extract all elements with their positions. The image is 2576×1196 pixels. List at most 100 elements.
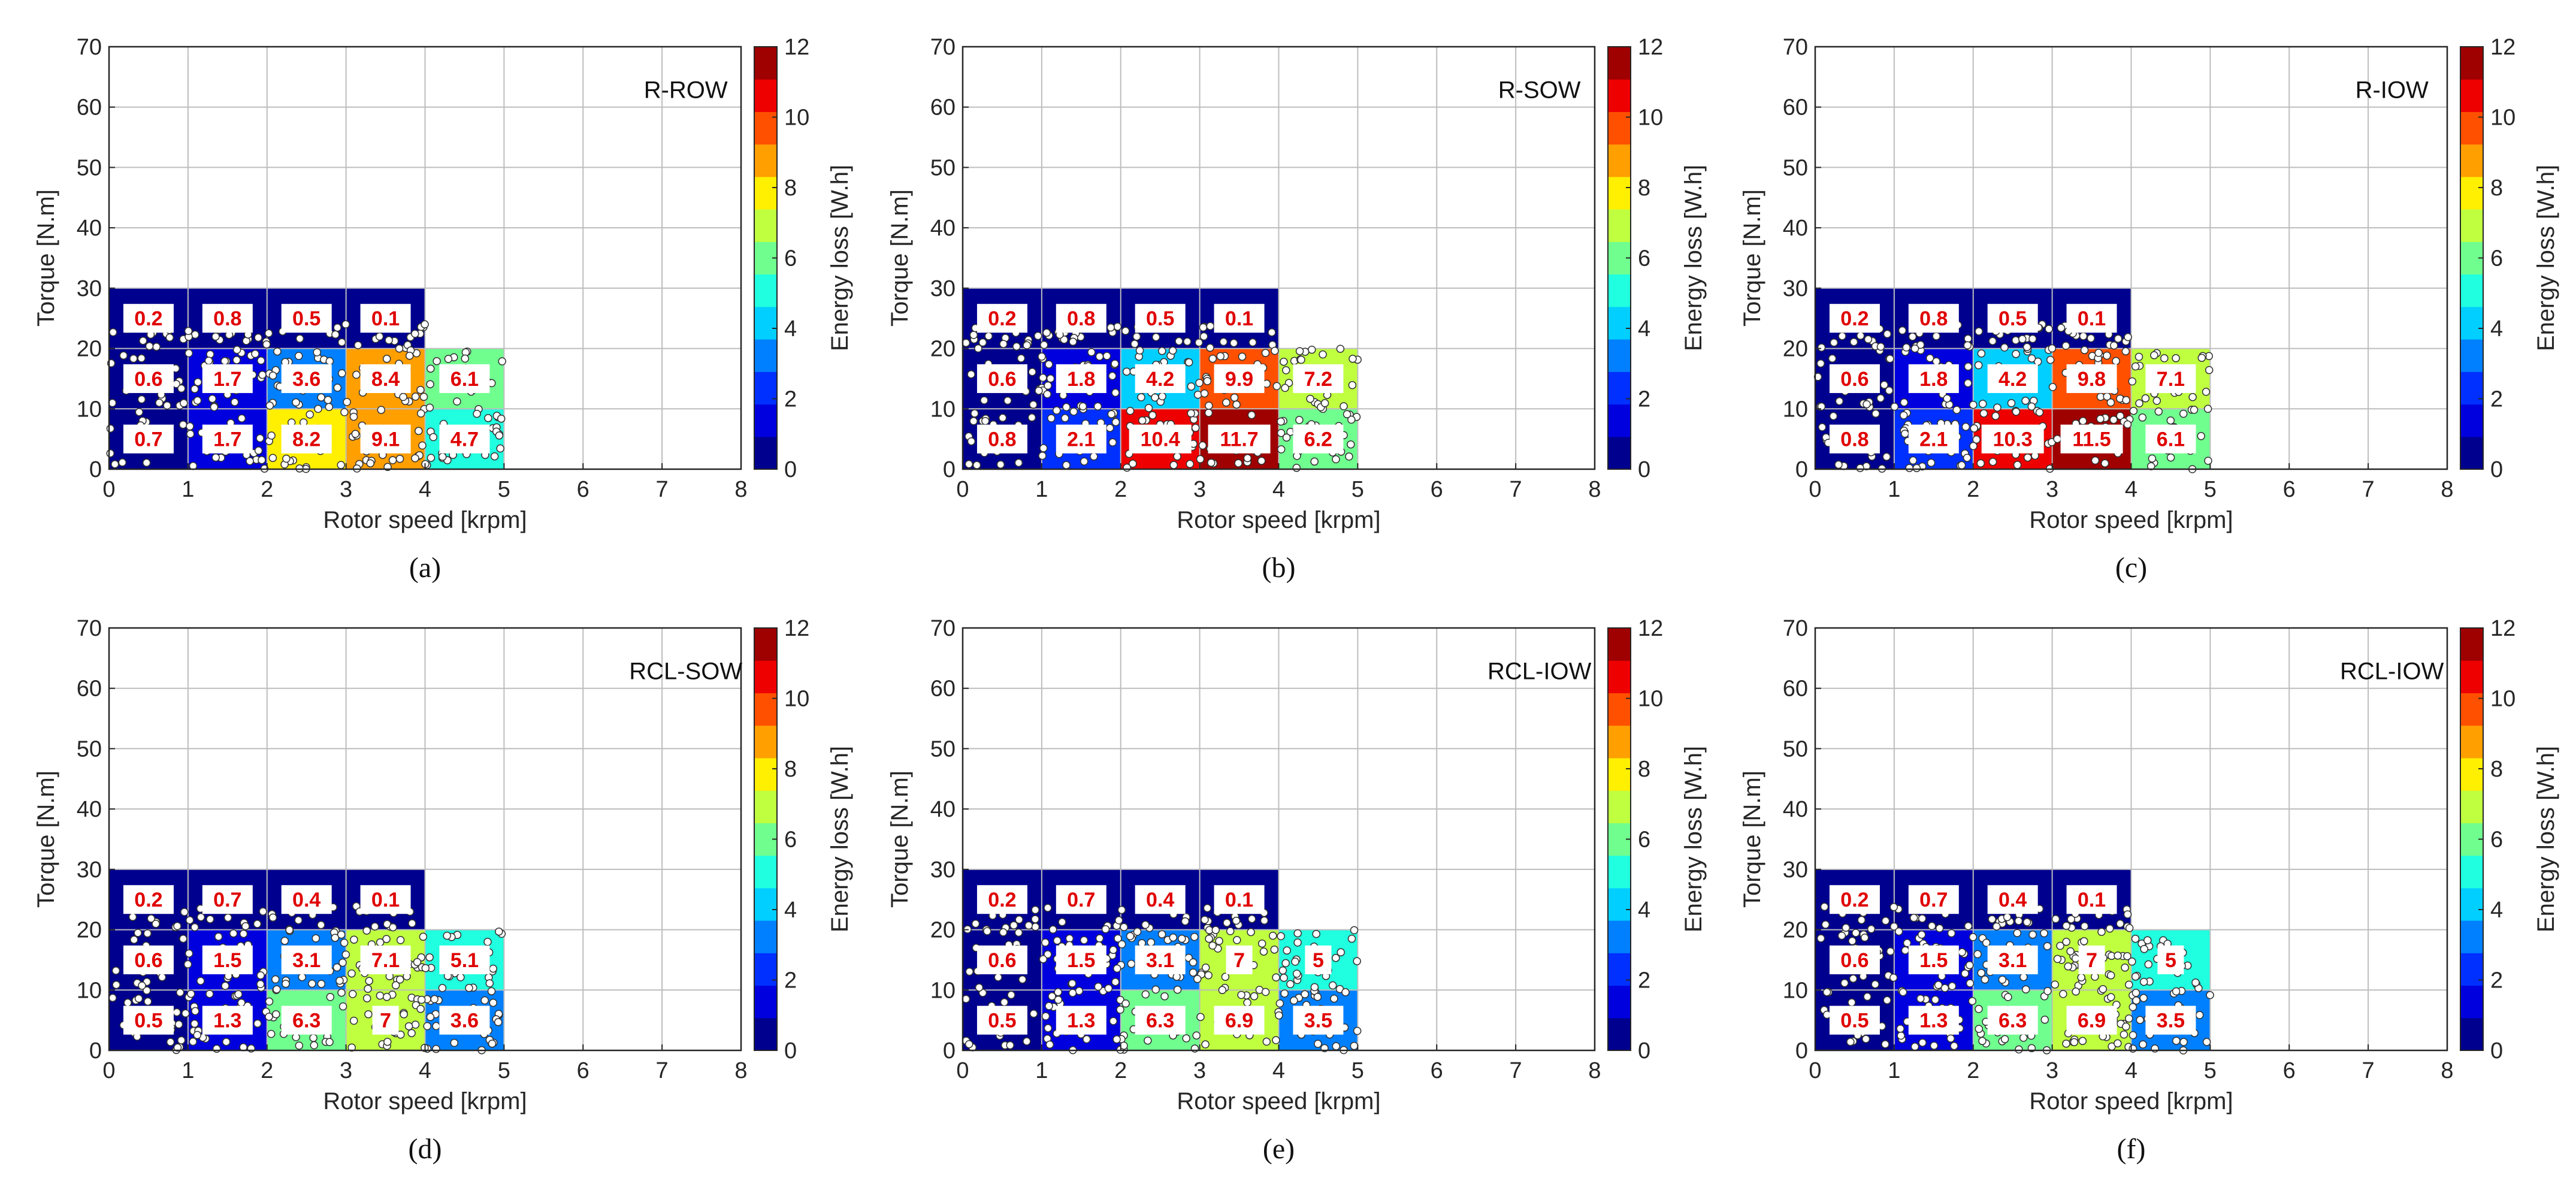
operating-point-marker xyxy=(483,938,492,946)
value-label: 0.7 xyxy=(1067,889,1095,911)
operating-point-marker xyxy=(306,410,314,419)
value-label: 8.4 xyxy=(371,368,400,391)
operating-point-marker xyxy=(1952,406,1961,414)
operating-point-marker xyxy=(496,444,504,453)
panel-title: RCL-IOW xyxy=(1487,659,1592,685)
value-label-box xyxy=(2066,304,2117,333)
operating-point-marker xyxy=(211,453,220,462)
operating-point-marker xyxy=(1270,946,1279,954)
operating-point-marker xyxy=(2132,996,2140,1005)
colorbar-tick-label: 6 xyxy=(784,827,797,853)
operating-point-marker xyxy=(1095,352,1104,361)
operating-point-marker xyxy=(1848,998,1856,1007)
operating-point-marker xyxy=(1047,414,1056,422)
value-label-box xyxy=(1829,364,1880,393)
operating-point-marker xyxy=(239,929,248,938)
operating-point-marker xyxy=(375,332,384,341)
y-tick-label: 40 xyxy=(930,216,956,241)
operating-point-marker xyxy=(1007,990,1015,999)
y-tick-label: 50 xyxy=(1783,155,1808,180)
operating-point-marker xyxy=(416,385,425,394)
operating-point-marker xyxy=(353,341,362,349)
value-label: 3.6 xyxy=(451,1010,479,1032)
value-label: 6.3 xyxy=(1998,1010,2027,1032)
operating-point-marker xyxy=(2131,934,2140,943)
operating-point-marker xyxy=(2087,334,2096,343)
operating-point-marker xyxy=(2097,928,2106,936)
operating-point-marker xyxy=(1880,380,1889,389)
operating-point-marker xyxy=(256,434,264,443)
operating-point-marker xyxy=(1044,904,1052,912)
operating-point-marker xyxy=(340,938,349,947)
value-label-box xyxy=(1987,885,2038,914)
operating-point-marker xyxy=(1232,400,1241,409)
operating-point-marker xyxy=(1898,988,1907,996)
colorbar-segment xyxy=(2460,79,2483,112)
colorbar-segment xyxy=(754,144,777,177)
value-label: 0.5 xyxy=(292,307,321,330)
operating-point-marker xyxy=(138,981,146,990)
operating-point-marker xyxy=(193,1031,202,1040)
chart-panel-e: 0.2 0.7 0.4 0.1 0.6 1.5 3.1 7 5 0.5 1.3 6.3 6.9 3.5 0 1… xyxy=(887,616,1707,1165)
operating-point-marker xyxy=(1178,934,1186,943)
y-tick-label: 70 xyxy=(1783,35,1808,60)
operating-point-marker xyxy=(1280,357,1288,366)
operating-point-marker xyxy=(313,348,321,357)
operating-point-marker xyxy=(2079,332,2088,340)
operating-point-marker xyxy=(2188,392,2197,401)
value-label: 0.6 xyxy=(1840,949,1868,972)
operating-point-marker xyxy=(173,922,182,931)
operating-point-marker xyxy=(2204,457,2212,465)
operating-point-marker xyxy=(2154,407,2163,416)
operating-point-marker xyxy=(1838,332,1846,340)
x-tick-label: 1 xyxy=(182,477,194,502)
operating-point-marker xyxy=(265,997,274,1006)
operating-point-marker xyxy=(1038,451,1047,460)
colorbar-tick-label: 6 xyxy=(2490,827,2503,853)
operating-point-marker xyxy=(1060,336,1069,344)
y-tick-label: 50 xyxy=(77,155,102,180)
operating-point-marker xyxy=(1023,1037,1031,1046)
x-tick-label: 8 xyxy=(2441,477,2453,502)
operating-point-marker xyxy=(282,980,290,988)
value-label-box xyxy=(202,304,253,333)
value-label-box xyxy=(123,885,174,914)
operating-point-marker xyxy=(427,364,435,373)
colorbar-segment xyxy=(754,920,777,953)
operating-point-marker xyxy=(1846,1038,1855,1046)
value-label-box xyxy=(439,424,490,454)
operating-point-marker xyxy=(111,967,120,975)
operating-point-marker xyxy=(1257,457,1266,465)
operating-point-marker xyxy=(1268,328,1276,337)
colorbar-segment xyxy=(1608,274,1631,307)
grid-lines xyxy=(963,628,1595,1050)
operating-point-marker xyxy=(1310,457,1319,466)
value-label: 0.6 xyxy=(1840,368,1868,391)
colorbar-segment xyxy=(754,306,777,340)
operating-point-marker xyxy=(1821,920,1830,929)
value-label-box xyxy=(976,1005,1027,1035)
operating-point-marker xyxy=(1113,322,1122,331)
operating-point-marker xyxy=(1822,1010,1831,1019)
operating-point-marker xyxy=(1123,463,1131,472)
x-tick-label: 4 xyxy=(2125,477,2137,502)
x-tick-label: 6 xyxy=(2283,477,2296,502)
colorbar-segment xyxy=(1608,144,1631,177)
operating-point-marker xyxy=(106,449,114,458)
operating-point-marker xyxy=(1195,338,1204,347)
value-label: 6.2 xyxy=(1304,428,1332,451)
operating-point-marker xyxy=(2166,416,2175,425)
operating-point-marker xyxy=(193,396,202,405)
operating-point-marker xyxy=(1206,322,1215,330)
operating-point-marker xyxy=(109,328,117,337)
operating-point-marker xyxy=(211,332,220,341)
value-label-box xyxy=(1135,945,1186,974)
colorbar-tick-label: 8 xyxy=(2490,757,2503,782)
operating-point-marker xyxy=(429,433,438,442)
operating-point-marker xyxy=(1842,923,1851,932)
colorbar-segment xyxy=(2460,628,2483,661)
colorbar-tick-label: 4 xyxy=(1638,316,1650,342)
operating-point-marker xyxy=(2139,977,2148,986)
colorbar-segment xyxy=(2460,953,2483,986)
